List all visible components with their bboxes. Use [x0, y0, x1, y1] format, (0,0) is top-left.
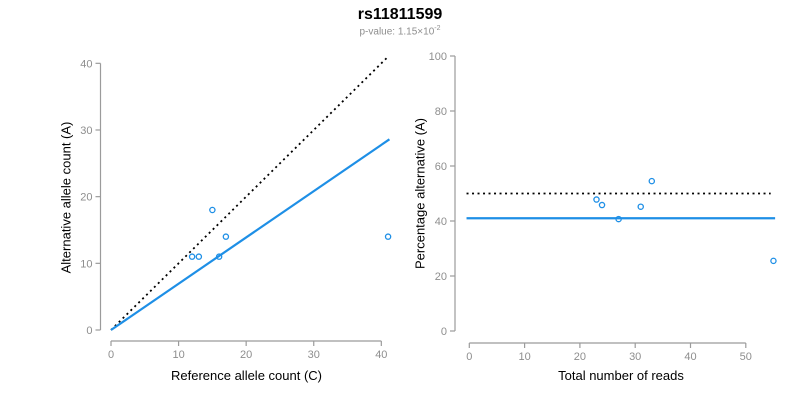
x-tick-label: 0 [108, 349, 114, 361]
x-tick-label: 10 [172, 349, 184, 361]
y-tick-label: 0 [441, 326, 447, 338]
data-point [593, 196, 600, 203]
x-tick-label: 40 [684, 351, 696, 363]
data-point [598, 201, 606, 209]
y-tick-label: 20 [80, 192, 92, 204]
plot-subtitle: p-value: 1.15×10-2 [0, 25, 800, 37]
data-point [615, 215, 622, 223]
data-point [770, 257, 777, 265]
right-y-axis-label: Percentage alternative (A) [412, 117, 428, 270]
plot-title: rs11811599 [357, 6, 443, 23]
right-x-axis-label: Total number of reads [558, 368, 684, 383]
data-point [209, 206, 216, 214]
y-tick-label: 60 [435, 161, 447, 173]
y-tick-label: 80 [435, 106, 447, 118]
data-point [222, 233, 230, 240]
regression-fit-line [110, 138, 391, 331]
data-point [188, 253, 196, 260]
y-tick-label: 100 [429, 51, 447, 63]
left-y-axis-label: Alternative allele count (A) [58, 121, 74, 274]
data-point [195, 253, 203, 260]
scatter-plot-right: 0 10 20 30 40 50 0 20 40 60 80 100 [429, 51, 777, 363]
x-tick-label: 20 [574, 351, 586, 363]
left-x-axis-label: Reference allele count (C) [170, 368, 323, 383]
data-point [648, 177, 656, 185]
y-tick-label: 20 [435, 271, 447, 283]
y-tick-label: 10 [80, 258, 92, 270]
x-tick-label: 30 [308, 349, 320, 361]
y-tick-label: 0 [86, 325, 92, 337]
data-point [637, 203, 644, 210]
x-tick-label: 10 [518, 351, 530, 363]
x-tick-label: 20 [240, 349, 252, 361]
subtitle-text: p-value: 1.15×10 [359, 26, 435, 38]
y-tick-label: 40 [80, 58, 92, 70]
data-point [384, 233, 392, 240]
y-tick-label: 30 [80, 125, 92, 137]
identity-dotted-line [110, 56, 389, 331]
data-point [215, 253, 223, 260]
x-tick-label: 50 [740, 351, 752, 363]
y-tick-label: 40 [435, 216, 447, 228]
subtitle-exponent: -2 [434, 25, 441, 32]
scatter-plot-left: 0 10 20 30 40 0 10 20 30 40 [80, 56, 392, 361]
x-tick-label: 0 [466, 351, 472, 363]
x-tick-label: 40 [375, 349, 387, 361]
x-tick-label: 30 [629, 351, 641, 363]
